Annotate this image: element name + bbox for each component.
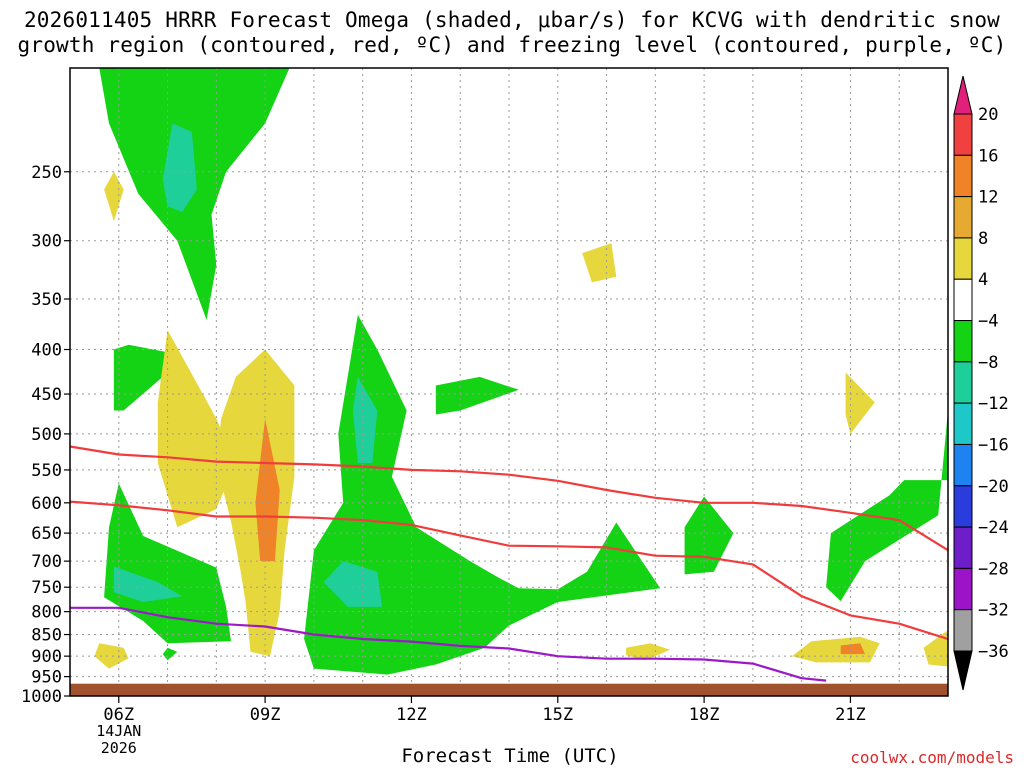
colorbar-bottom-arrow bbox=[953, 650, 973, 691]
colorbar-bin bbox=[953, 443, 973, 487]
colorbar-bin bbox=[953, 485, 973, 528]
y-tick-label: 900 bbox=[31, 647, 62, 667]
omega-region-2 bbox=[162, 123, 197, 212]
omega-region-13 bbox=[104, 483, 231, 644]
colorbar: 20 16 12 8 4 −4 −8 −12 −16 −20 −24 −28 −32 −36 bbox=[953, 75, 1009, 691]
y-tick-label: 350 bbox=[31, 290, 62, 310]
date-label-year: 2026 bbox=[101, 739, 137, 757]
omega-region-11 bbox=[323, 561, 383, 607]
colorbar-label: −12 bbox=[978, 394, 1009, 414]
dgz-contour-upper bbox=[69, 445, 949, 552]
omega-region-23 bbox=[923, 630, 948, 667]
omega-region-7 bbox=[216, 349, 295, 657]
colorbar-label: 20 bbox=[978, 105, 998, 125]
colorbar-bin bbox=[953, 402, 973, 445]
y-tick-label: 650 bbox=[31, 524, 62, 544]
colorbar-bin bbox=[953, 278, 973, 322]
colorbar-bin bbox=[953, 609, 973, 652]
omega-region-18 bbox=[626, 643, 670, 661]
y-tick-label: 500 bbox=[31, 425, 62, 445]
x-tick-label: 18Z bbox=[689, 705, 720, 725]
colorbar-bin bbox=[953, 320, 973, 363]
y-tick-label: 250 bbox=[31, 163, 62, 183]
colorbar-label: 12 bbox=[978, 188, 998, 208]
omega-region-3 bbox=[104, 171, 124, 222]
y-tick-label: 750 bbox=[31, 578, 62, 598]
date-label-day: 14JAN bbox=[96, 722, 141, 740]
x-tick-label: 15Z bbox=[542, 705, 573, 725]
colorbar-label: −36 bbox=[978, 642, 1009, 662]
chart-title-line2: growth region (contoured, red, ºC) and f… bbox=[17, 33, 1007, 57]
omega-region-21 bbox=[791, 636, 880, 663]
colorbar-label: 8 bbox=[978, 229, 988, 249]
x-tick-label: 06Z bbox=[103, 705, 134, 725]
colorbar-top-arrow bbox=[953, 75, 973, 115]
omega-shading bbox=[94, 68, 948, 675]
y-tick-label: 700 bbox=[31, 552, 62, 572]
colorbar-label: 16 bbox=[978, 146, 998, 166]
y-tick-label: 300 bbox=[31, 232, 62, 252]
omega-region-9 bbox=[304, 314, 661, 675]
omega-region-10 bbox=[352, 376, 378, 463]
y-tick-label: 850 bbox=[31, 626, 62, 646]
x-tick-label: 12Z bbox=[396, 705, 427, 725]
freezing-level-contour bbox=[70, 606, 827, 682]
omega-region-4 bbox=[582, 243, 617, 283]
colorbar-bin bbox=[953, 361, 973, 404]
y-tick-label: 950 bbox=[31, 668, 62, 688]
dgz-contour-lower bbox=[69, 500, 949, 641]
omega-region-20 bbox=[845, 372, 875, 434]
colorbar-label: −32 bbox=[978, 601, 1009, 621]
colorbar-label: 4 bbox=[978, 270, 988, 290]
colorbar-bin bbox=[953, 526, 973, 569]
colorbar-label: −24 bbox=[978, 518, 1009, 538]
colorbar-bin bbox=[953, 237, 973, 280]
x-tick-label: 21Z bbox=[835, 705, 866, 725]
omega-region-15 bbox=[94, 643, 129, 669]
omega-region-22 bbox=[840, 643, 866, 655]
omega-region-5 bbox=[113, 344, 178, 411]
grid-lines bbox=[70, 68, 948, 696]
omega-region-14 bbox=[113, 566, 183, 602]
y-tick-label: 450 bbox=[31, 385, 62, 405]
omega-region-19 bbox=[826, 410, 948, 602]
credit-link[interactable]: coolwx.com/models bbox=[850, 748, 1014, 767]
ground-below-surface bbox=[70, 683, 948, 696]
y-tick-label: 800 bbox=[31, 603, 62, 623]
colorbar-bin bbox=[953, 567, 973, 611]
y-tick-label: 550 bbox=[31, 461, 62, 481]
colorbar-label: −16 bbox=[978, 435, 1009, 455]
y-tick-label: 400 bbox=[31, 341, 62, 361]
omega-region-8 bbox=[255, 418, 280, 562]
y-axis-ticks: 2503003504004505005506006507007508008509… bbox=[21, 163, 70, 707]
omega-region-16 bbox=[162, 647, 178, 661]
colorbar-label: −28 bbox=[978, 559, 1009, 579]
chart-title-line1: 2026011405 HRRR Forecast Omega (shaded, … bbox=[23, 8, 1001, 32]
omega-region-12 bbox=[435, 376, 519, 415]
plot-frame bbox=[69, 67, 949, 697]
x-tick-label: 09Z bbox=[250, 705, 281, 725]
colorbar-label: −4 bbox=[978, 312, 998, 332]
contour-lines bbox=[69, 445, 949, 682]
x-axis-label: Forecast Time (UTC) bbox=[401, 745, 619, 767]
colorbar-label: −8 bbox=[978, 353, 998, 373]
colorbar-bin bbox=[953, 196, 973, 239]
colorbar-label: −20 bbox=[978, 477, 1009, 497]
colorbar-bin bbox=[953, 113, 973, 156]
colorbar-bin bbox=[953, 154, 973, 198]
y-tick-label: 600 bbox=[31, 494, 62, 514]
omega-region-17 bbox=[684, 496, 734, 575]
y-tick-label: 1000 bbox=[21, 687, 62, 707]
omega-region-1 bbox=[99, 68, 290, 320]
x-axis-ticks: 06Z 09Z 12Z 15Z 18Z 21Z bbox=[103, 696, 866, 725]
